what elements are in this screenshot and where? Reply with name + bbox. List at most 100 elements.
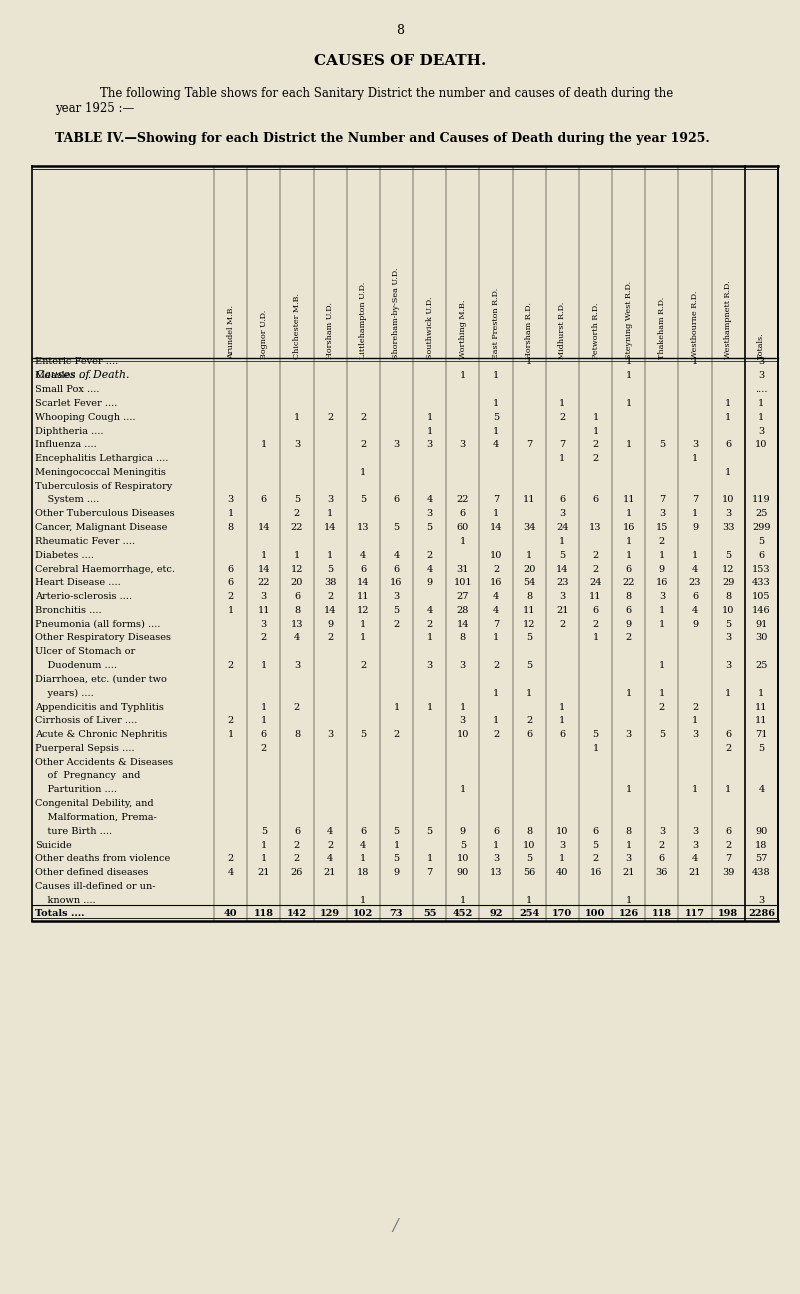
Text: 28: 28	[457, 606, 469, 615]
Text: 3: 3	[626, 854, 632, 863]
Text: 2: 2	[626, 634, 632, 643]
Text: 5: 5	[758, 744, 765, 753]
Text: 9: 9	[460, 827, 466, 836]
Text: 1: 1	[493, 427, 499, 436]
Text: 5: 5	[526, 634, 532, 643]
Text: 16: 16	[590, 868, 602, 877]
Text: 2: 2	[593, 454, 598, 463]
Text: 6: 6	[394, 564, 399, 573]
Text: 55: 55	[423, 910, 436, 919]
Text: 1: 1	[658, 620, 665, 629]
Text: 11: 11	[755, 717, 768, 726]
Text: 22: 22	[457, 496, 469, 505]
Text: The following Table shows for each Sanitary District the number and causes of de: The following Table shows for each Sanit…	[100, 87, 674, 100]
Text: 6: 6	[626, 564, 632, 573]
Text: 29: 29	[722, 578, 734, 587]
Text: 1: 1	[692, 357, 698, 366]
Text: Thakeham R.D.: Thakeham R.D.	[658, 296, 666, 358]
Text: 6: 6	[559, 730, 566, 739]
Text: 7: 7	[559, 440, 566, 449]
Text: 71: 71	[755, 730, 768, 739]
Text: 2: 2	[493, 661, 499, 670]
Text: 1: 1	[460, 703, 466, 712]
Text: Worthing M.B.: Worthing M.B.	[459, 300, 467, 358]
Text: Other deaths from violence: Other deaths from violence	[35, 854, 170, 863]
Text: 10: 10	[457, 730, 469, 739]
Text: 1: 1	[526, 357, 532, 366]
Text: 3: 3	[426, 440, 433, 449]
Text: Appendicitis and Typhlitis: Appendicitis and Typhlitis	[35, 703, 164, 712]
Text: Horsham R.D.: Horsham R.D.	[525, 302, 533, 358]
Text: 90: 90	[755, 827, 767, 836]
Text: 3: 3	[692, 841, 698, 849]
Text: 9: 9	[327, 620, 333, 629]
Text: 2: 2	[593, 564, 598, 573]
Text: Duodenum ....: Duodenum ....	[35, 661, 117, 670]
Text: 4: 4	[493, 440, 499, 449]
Text: 5: 5	[526, 661, 532, 670]
Text: 1: 1	[559, 537, 566, 546]
Text: 2: 2	[725, 841, 731, 849]
Text: Cancer, Malignant Disease: Cancer, Malignant Disease	[35, 523, 167, 532]
Text: 8: 8	[626, 593, 632, 602]
Text: Encephalitis Lethargica ....: Encephalitis Lethargica ....	[35, 454, 169, 463]
Text: 2: 2	[327, 413, 334, 422]
Text: 1: 1	[493, 841, 499, 849]
Text: 2: 2	[526, 717, 532, 726]
Text: 11: 11	[357, 593, 370, 602]
Text: 3: 3	[460, 717, 466, 726]
Text: 3: 3	[658, 510, 665, 519]
Text: 170: 170	[552, 910, 573, 919]
Text: Bognor U.D.: Bognor U.D.	[260, 309, 268, 358]
Text: 105: 105	[752, 593, 770, 602]
Text: 1: 1	[493, 688, 499, 697]
Text: 5: 5	[261, 827, 267, 836]
Text: 2: 2	[658, 841, 665, 849]
Text: Totals.: Totals.	[758, 333, 766, 358]
Text: 1: 1	[692, 551, 698, 560]
Text: 23: 23	[556, 578, 569, 587]
Text: 8: 8	[227, 523, 234, 532]
Text: 1: 1	[426, 413, 433, 422]
Text: Cirrhosis of Liver ....: Cirrhosis of Liver ....	[35, 717, 138, 726]
Text: 5: 5	[758, 537, 765, 546]
Text: 4: 4	[327, 854, 334, 863]
Text: 1: 1	[559, 454, 566, 463]
Text: 5: 5	[593, 841, 598, 849]
Text: Midhurst R.D.: Midhurst R.D.	[558, 302, 566, 358]
Text: 5: 5	[394, 606, 399, 615]
Text: 12: 12	[722, 564, 734, 573]
Text: East Preston R.D.: East Preston R.D.	[492, 287, 500, 358]
Text: year 1925 :—: year 1925 :—	[55, 102, 134, 115]
Text: 2: 2	[426, 620, 433, 629]
Text: 10: 10	[457, 854, 469, 863]
Text: Littlehampton U.D.: Littlehampton U.D.	[359, 282, 367, 358]
Text: 2: 2	[360, 661, 366, 670]
Text: 2: 2	[658, 537, 665, 546]
Text: 1: 1	[360, 620, 366, 629]
Text: 12: 12	[290, 564, 303, 573]
Text: 1: 1	[261, 717, 267, 726]
Text: 1: 1	[658, 551, 665, 560]
Text: 2: 2	[327, 841, 334, 849]
Text: 4: 4	[426, 496, 433, 505]
Text: of  Pregnancy  and: of Pregnancy and	[35, 771, 140, 780]
Text: 10: 10	[523, 841, 535, 849]
Text: 1: 1	[426, 634, 433, 643]
Text: 1: 1	[626, 551, 632, 560]
Text: 2: 2	[593, 854, 598, 863]
Text: ....: ....	[755, 386, 768, 395]
Text: 2: 2	[394, 620, 399, 629]
Text: Horsham U.D.: Horsham U.D.	[326, 302, 334, 358]
Text: 1: 1	[626, 688, 632, 697]
Text: 5: 5	[327, 564, 333, 573]
Text: 1: 1	[692, 717, 698, 726]
Text: 4: 4	[360, 551, 366, 560]
Text: 1: 1	[493, 634, 499, 643]
Text: 6: 6	[725, 440, 731, 449]
Text: 14: 14	[258, 564, 270, 573]
Text: ture Birth ....: ture Birth ....	[35, 827, 112, 836]
Text: 22: 22	[622, 578, 635, 587]
Text: 1: 1	[626, 537, 632, 546]
Text: 3: 3	[294, 661, 300, 670]
